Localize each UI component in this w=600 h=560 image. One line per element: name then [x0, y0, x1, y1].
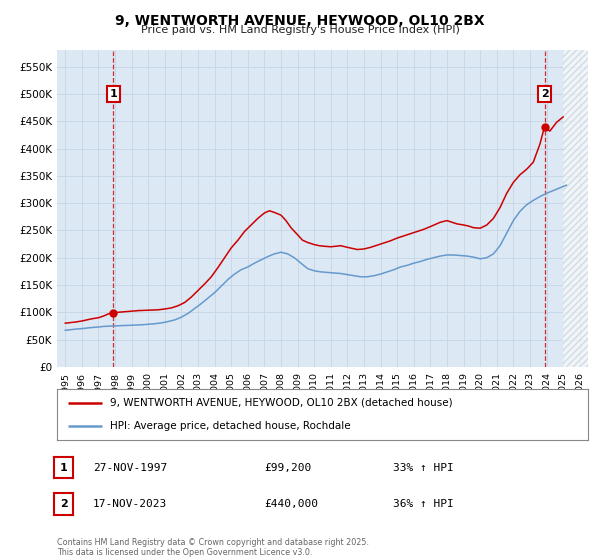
Text: HPI: Average price, detached house, Rochdale: HPI: Average price, detached house, Roch…: [110, 421, 351, 431]
Text: 1: 1: [110, 89, 117, 99]
Text: Contains HM Land Registry data © Crown copyright and database right 2025.
This d: Contains HM Land Registry data © Crown c…: [57, 538, 369, 557]
Text: 33% ↑ HPI: 33% ↑ HPI: [393, 463, 454, 473]
Text: 2: 2: [60, 499, 67, 509]
Text: 9, WENTWORTH AVENUE, HEYWOOD, OL10 2BX: 9, WENTWORTH AVENUE, HEYWOOD, OL10 2BX: [115, 14, 485, 28]
Text: 36% ↑ HPI: 36% ↑ HPI: [393, 499, 454, 509]
Text: 1: 1: [60, 463, 67, 473]
Bar: [563, 50, 588, 367]
Text: 27-NOV-1997: 27-NOV-1997: [93, 463, 167, 473]
Text: Price paid vs. HM Land Registry's House Price Index (HPI): Price paid vs. HM Land Registry's House …: [140, 25, 460, 35]
Text: 9, WENTWORTH AVENUE, HEYWOOD, OL10 2BX (detached house): 9, WENTWORTH AVENUE, HEYWOOD, OL10 2BX (…: [110, 398, 453, 408]
Text: £440,000: £440,000: [264, 499, 318, 509]
Text: 2: 2: [541, 89, 548, 99]
Text: 17-NOV-2023: 17-NOV-2023: [93, 499, 167, 509]
Text: £99,200: £99,200: [264, 463, 311, 473]
